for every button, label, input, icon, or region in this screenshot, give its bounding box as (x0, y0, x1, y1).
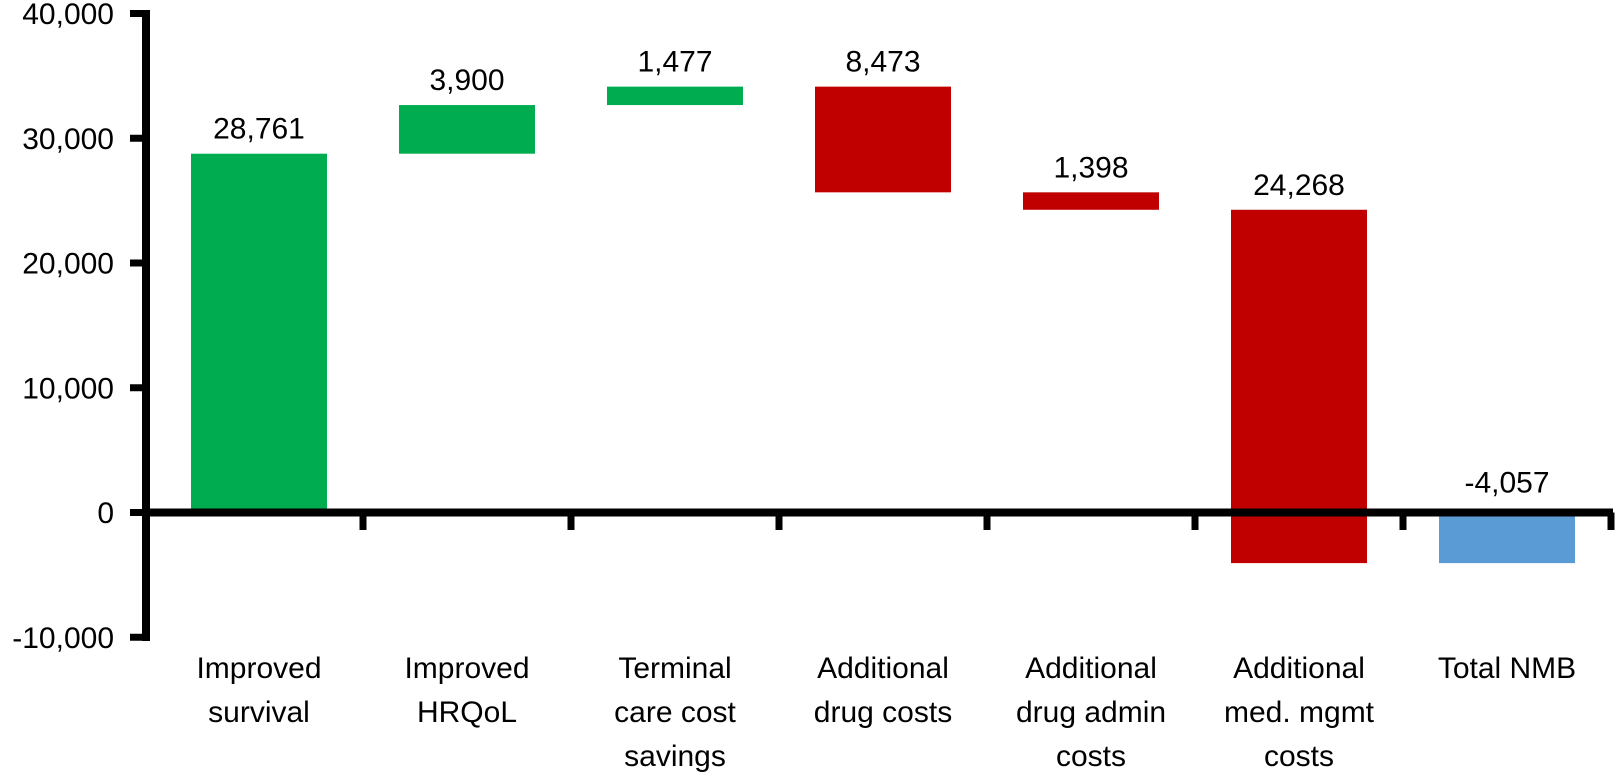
bar-total-nmb (1439, 512, 1575, 564)
category-label-line: Improved (196, 652, 321, 685)
bar-value-label-additional-drug-costs: 8,473 (845, 46, 920, 79)
y-tick-label-20000: 20,000 (22, 248, 114, 281)
category-label-additional-med-mgmt-costs: Additional med. mgmt costs (1224, 652, 1375, 773)
category-label-terminal-care-cost-savings: Terminal care cost savings (614, 652, 736, 773)
category-label-total-nmb: Total NMB (1438, 652, 1576, 685)
bar-improved-survival (191, 153, 327, 513)
bar-value-label-improved-hrqol: 3,900 (429, 64, 504, 97)
bar-additional-drug-costs (815, 86, 951, 193)
bar-additional-med-mgmt-costs (1231, 209, 1367, 564)
bar-value-label-terminal-care-cost-savings: 1,477 (637, 46, 712, 79)
category-label-additional-drug-admin-costs: Additional drug admin costs (1016, 652, 1166, 773)
category-label-line: drug costs (814, 696, 952, 729)
category-label-line: costs (1264, 740, 1334, 773)
bar-value-label-improved-survival: 28,761 (213, 113, 305, 146)
category-label-line: Additional (817, 652, 949, 685)
category-label-line: costs (1056, 740, 1126, 773)
y-tick-label--10000: -10,000 (12, 622, 114, 655)
category-label-line: care cost (614, 696, 736, 729)
axes-group: 40,000 30,000 20,000 10,000 0 -10,000 (12, 0, 1615, 655)
category-label-improved-survival: Improved survival (196, 652, 321, 729)
bars-group (191, 86, 1575, 564)
bar-value-label-total-nmb: -4,057 (1464, 467, 1549, 500)
category-label-line: drug admin (1016, 696, 1166, 729)
category-label-line: Terminal (618, 652, 731, 685)
category-label-improved-hrqol: Improved HRQoL (404, 652, 529, 729)
category-label-line: med. mgmt (1224, 696, 1375, 729)
labels-group: 28,761 Improved survival 3,900 Improved HRQoL… (196, 46, 1576, 773)
category-label-line: survival (208, 696, 310, 729)
y-tick-label-0: 0 (97, 497, 114, 530)
bar-value-label-additional-med-mgmt-costs: 24,268 (1253, 169, 1345, 202)
category-label-line: Total NMB (1438, 652, 1576, 685)
y-tick-label-10000: 10,000 (22, 372, 114, 405)
bar-terminal-care-cost-savings (607, 86, 743, 106)
bar-improved-hrqol (399, 105, 535, 154)
bar-additional-drug-admin-costs (1023, 192, 1159, 210)
category-label-line: Additional (1233, 652, 1365, 685)
category-label-line: savings (624, 740, 726, 773)
category-label-additional-drug-costs: Additional drug costs (814, 652, 952, 729)
y-tick-label-30000: 30,000 (22, 123, 114, 156)
category-label-line: HRQoL (417, 696, 517, 729)
category-label-line: Improved (404, 652, 529, 685)
bar-value-label-additional-drug-admin-costs: 1,398 (1053, 151, 1128, 184)
y-tick-label-40000: 40,000 (22, 0, 114, 31)
category-label-line: Additional (1025, 652, 1157, 685)
